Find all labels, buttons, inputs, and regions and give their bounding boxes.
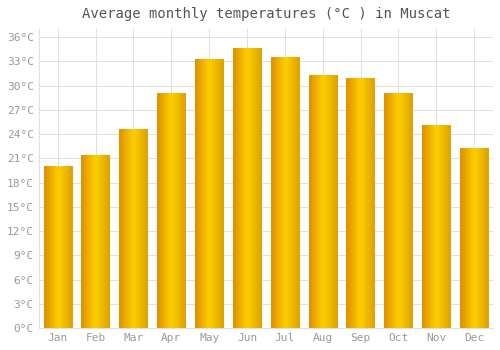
Title: Average monthly temperatures (°C ) in Muscat: Average monthly temperatures (°C ) in Mu… bbox=[82, 7, 450, 21]
Bar bbox=[270, 57, 299, 328]
Bar bbox=[119, 130, 148, 328]
Bar bbox=[422, 126, 450, 328]
Bar bbox=[157, 94, 186, 328]
Bar bbox=[195, 60, 224, 328]
Bar bbox=[384, 94, 412, 328]
Bar bbox=[460, 149, 488, 328]
Bar bbox=[346, 79, 375, 328]
Bar bbox=[233, 48, 261, 328]
Bar bbox=[44, 167, 72, 328]
Bar bbox=[82, 156, 110, 328]
Bar bbox=[308, 76, 337, 328]
